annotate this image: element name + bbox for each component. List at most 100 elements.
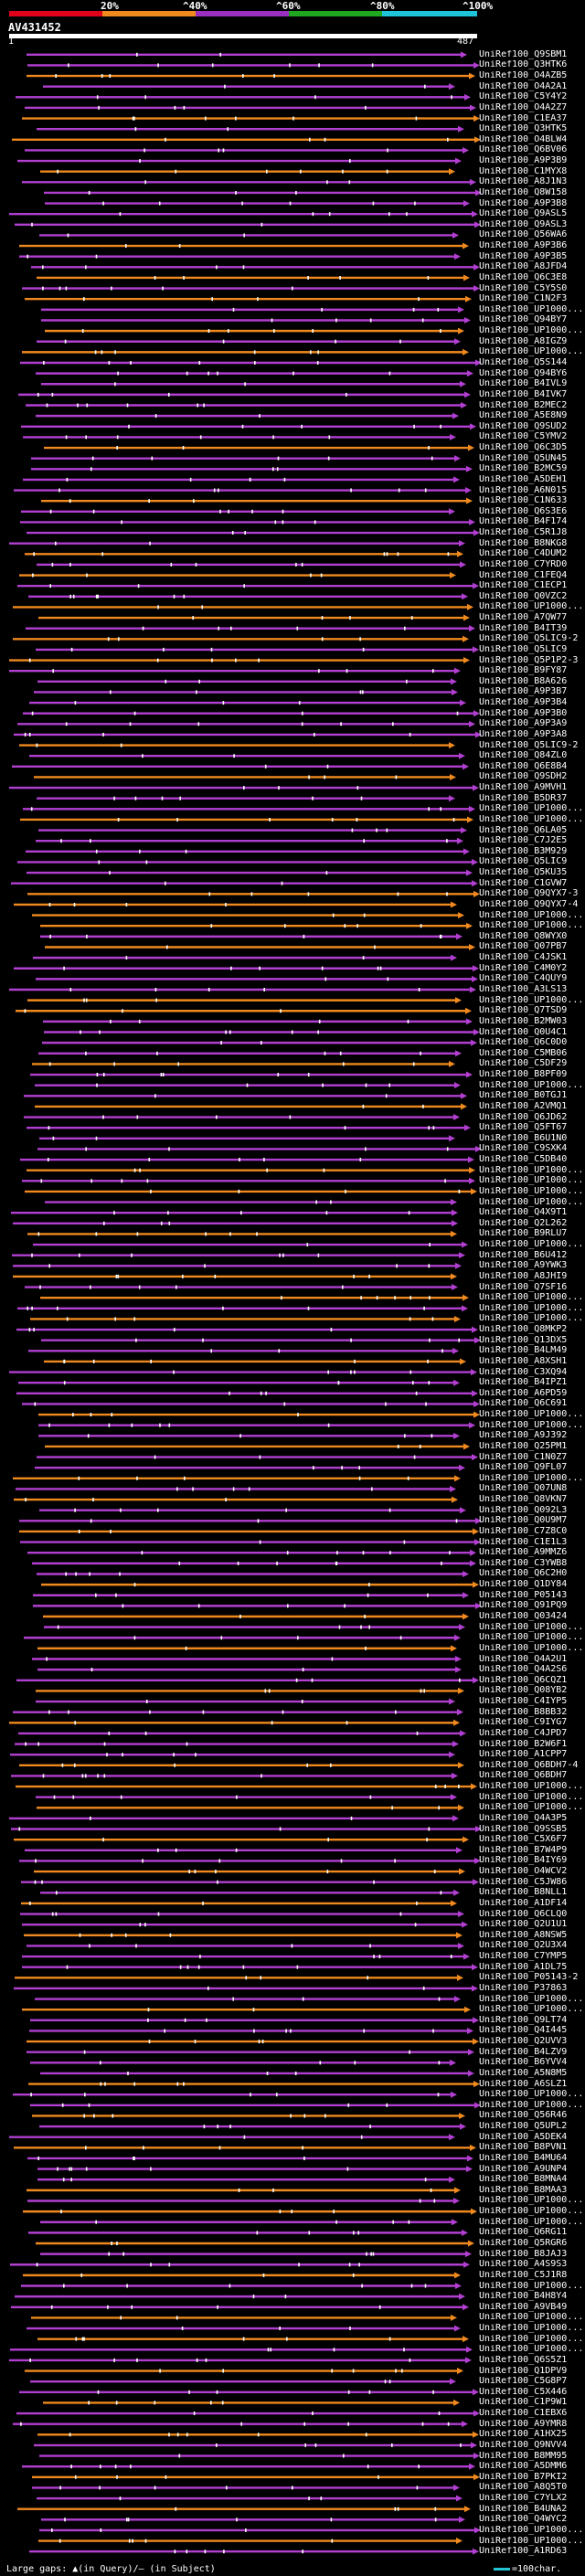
- hit-label[interactable]: UniRef100_UP1000...: [479, 1165, 583, 1175]
- hit-label[interactable]: UniRef100_Q092L3: [479, 1505, 568, 1515]
- hit-label[interactable]: UniRef100_C3YWB8: [479, 1558, 568, 1568]
- hit-label[interactable]: UniRef100_B8NLL1: [479, 1888, 568, 1898]
- hit-label[interactable]: UniRef100_A1DL75: [479, 1962, 568, 1972]
- hit-label[interactable]: UniRef100_A5DEH1: [479, 474, 568, 484]
- hit-label[interactable]: UniRef100_O4BLW4: [479, 134, 568, 144]
- hit-label[interactable]: UniRef100_Q9NVV4: [479, 2440, 568, 2450]
- hit-label[interactable]: UniRef100_A8NSW5: [479, 1930, 568, 1940]
- hit-label[interactable]: UniRef100_B7W4P9: [479, 1845, 568, 1855]
- hit-label[interactable]: UniRef100_UP1000...: [479, 804, 583, 814]
- hit-label[interactable]: UniRef100_Q94BY6: [479, 368, 568, 378]
- hit-label[interactable]: UniRef100_Q4X9T1: [479, 1208, 568, 1218]
- hit-label[interactable]: UniRef100_P05143: [479, 1590, 568, 1600]
- hit-label[interactable]: UniRef100_UP1000...: [479, 1782, 583, 1792]
- hit-label[interactable]: UniRef100_B8MM95: [479, 2451, 568, 2461]
- hit-label[interactable]: UniRef100_UP1000...: [479, 2090, 583, 2100]
- hit-label[interactable]: UniRef100_A9P3B7: [479, 687, 568, 697]
- hit-label[interactable]: UniRef100_Q0VZC2: [479, 591, 568, 601]
- hit-label[interactable]: UniRef100_Q6C691: [479, 1399, 568, 1409]
- hit-label[interactable]: UniRef100_A8XSH1: [479, 1356, 568, 1366]
- hit-label[interactable]: UniRef100_Q6BDH7: [479, 1771, 568, 1781]
- hit-label[interactable]: UniRef100_A6PD59: [479, 1388, 568, 1398]
- hit-label[interactable]: UniRef100_UP1000...: [479, 326, 583, 336]
- hit-label[interactable]: UniRef100_B8JAJ3: [479, 2249, 568, 2259]
- hit-label[interactable]: UniRef100_UP1000...: [479, 1176, 583, 1186]
- hit-label[interactable]: UniRef100_Q9QYX7-3: [479, 889, 579, 899]
- hit-label[interactable]: UniRef100_UP1000...: [479, 1633, 583, 1643]
- hit-label[interactable]: UniRef100_C4QUY9: [479, 974, 568, 984]
- hit-label[interactable]: UniRef100_C7Z8C0: [479, 1526, 568, 1536]
- hit-label[interactable]: UniRef100_Q4A2U1: [479, 1654, 568, 1664]
- hit-label[interactable]: UniRef100_B6U412: [479, 1250, 568, 1260]
- hit-label[interactable]: UniRef100_Q6E8B4: [479, 761, 568, 771]
- hit-label[interactable]: UniRef100_C5G8P7: [479, 2377, 568, 2387]
- hit-label[interactable]: UniRef100_O4A2A1: [479, 81, 568, 91]
- hit-label[interactable]: UniRef100_UP1000...: [479, 1314, 583, 1324]
- hit-label[interactable]: UniRef100_P05143-2: [479, 1973, 579, 1983]
- hit-label[interactable]: UniRef100_B4MU64: [479, 2153, 568, 2163]
- hit-label[interactable]: UniRef100_Q9FL07: [479, 1463, 568, 1473]
- hit-label[interactable]: UniRef100_Q4A2S6: [479, 1665, 568, 1675]
- hit-label[interactable]: UniRef100_Q56WA6: [479, 230, 568, 240]
- hit-label[interactable]: UniRef100_Q9SBM1: [479, 49, 568, 59]
- hit-label[interactable]: UniRef100_A5E8N9: [479, 411, 568, 421]
- hit-label[interactable]: UniRef100_C1N633: [479, 496, 568, 506]
- hit-label[interactable]: UniRef100_UP1000...: [479, 1643, 583, 1653]
- hit-label[interactable]: UniRef100_C5DF29: [479, 1059, 568, 1069]
- hit-label[interactable]: UniRef100_C4DUM2: [479, 549, 568, 559]
- hit-label[interactable]: UniRef100_UP1000...: [479, 2536, 583, 2546]
- hit-label[interactable]: UniRef100_C5R1J8: [479, 528, 568, 538]
- hit-label[interactable]: UniRef100_Q07UN8: [479, 1484, 568, 1494]
- hit-label[interactable]: UniRef100_A9P3B9: [479, 156, 568, 166]
- hit-label[interactable]: UniRef100_Q25PM1: [479, 1441, 568, 1451]
- hit-label[interactable]: UniRef100_C1P9W1: [479, 2398, 568, 2408]
- hit-label[interactable]: UniRef100_UP1000...: [479, 1197, 583, 1207]
- hit-label[interactable]: UniRef100_A5DEK4: [479, 2132, 568, 2142]
- hit-label[interactable]: UniRef100_Q9QYX7-4: [479, 899, 579, 909]
- hit-label[interactable]: UniRef100_Q1DPV9: [479, 2366, 568, 2376]
- hit-label[interactable]: UniRef100_UP1000...: [479, 347, 583, 357]
- hit-label[interactable]: UniRef100_B4IT39: [479, 623, 568, 633]
- hit-label[interactable]: UniRef100_UP1000...: [479, 602, 583, 612]
- hit-label[interactable]: UniRef100_B0TGJ1: [479, 1091, 568, 1101]
- hit-label[interactable]: UniRef100_C1GVW7: [479, 878, 568, 888]
- hit-label[interactable]: UniRef100_B8MNA4: [479, 2175, 568, 2185]
- hit-label[interactable]: UniRef100_Q6CQZ1: [479, 1675, 568, 1685]
- hit-label[interactable]: UniRef100_C7YMP5: [479, 1952, 568, 1962]
- hit-label[interactable]: UniRef100_Q5KU35: [479, 868, 568, 878]
- hit-label[interactable]: UniRef100_Q4A3P5: [479, 1813, 568, 1823]
- hit-label[interactable]: UniRef100_Q7TSD9: [479, 1006, 568, 1016]
- hit-label[interactable]: UniRef100_A9P3A9: [479, 719, 568, 729]
- hit-label[interactable]: UniRef100_Q56R46: [479, 2111, 568, 2121]
- hit-label[interactable]: UniRef100_B4LZV9: [479, 2047, 568, 2057]
- hit-label[interactable]: UniRef100_A1DF14: [479, 1898, 568, 1908]
- hit-label[interactable]: UniRef100_Q5P1P2-3: [479, 655, 579, 665]
- hit-label[interactable]: UniRef100_B4IVK7: [479, 389, 568, 399]
- hit-label[interactable]: UniRef100_Q03424: [479, 1612, 568, 1621]
- hit-label[interactable]: UniRef100_UP1000...: [479, 2313, 583, 2323]
- hit-label[interactable]: UniRef100_A9MMZ6: [479, 1548, 568, 1558]
- hit-label[interactable]: UniRef100_Q4I445: [479, 2026, 568, 2036]
- hit-label[interactable]: UniRef100_Q6C3E8: [479, 272, 568, 282]
- hit-label[interactable]: UniRef100_Q6JD62: [479, 1112, 568, 1122]
- hit-label[interactable]: UniRef100_C7YLX2: [479, 2494, 568, 2504]
- hit-label[interactable]: UniRef100_B4IPZ1: [479, 1378, 568, 1388]
- hit-label[interactable]: UniRef100_Q6C2H0: [479, 1569, 568, 1579]
- hit-label[interactable]: UniRef100_A7QW77: [479, 613, 568, 623]
- hit-label[interactable]: UniRef100_Q6CLQ0: [479, 1909, 568, 1919]
- hit-label[interactable]: UniRef100_UP1000...: [479, 2100, 583, 2110]
- hit-label[interactable]: UniRef100_B4IVL9: [479, 379, 568, 389]
- hit-label[interactable]: UniRef100_Q0U9M7: [479, 1516, 568, 1526]
- hit-label[interactable]: UniRef100_B4LM49: [479, 1346, 568, 1356]
- hit-label[interactable]: UniRef100_A9P3B4: [479, 698, 568, 708]
- hit-label[interactable]: UniRef100_UP1000...: [479, 1473, 583, 1483]
- hit-label[interactable]: UniRef100_UP1000...: [479, 921, 583, 931]
- hit-label[interactable]: UniRef100_A1RD63: [479, 2547, 568, 2557]
- hit-label[interactable]: UniRef100_UP1000...: [479, 2525, 583, 2535]
- hit-label[interactable]: UniRef100_UP1000...: [479, 2281, 583, 2291]
- hit-label[interactable]: UniRef100_A8J1N3: [479, 177, 568, 187]
- hit-label[interactable]: UniRef100_Q6BV06: [479, 145, 568, 155]
- hit-label[interactable]: UniRef100_C4M0Y2: [479, 963, 568, 973]
- hit-label[interactable]: UniRef100_A9YWK3: [479, 1261, 568, 1271]
- hit-label[interactable]: UniRef100_C1N0Z7: [479, 1452, 568, 1462]
